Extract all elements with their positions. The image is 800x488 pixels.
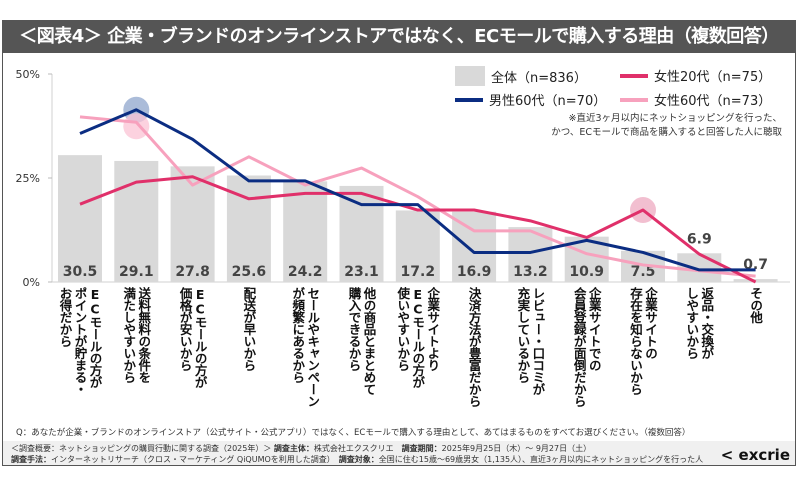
method-label: 調査手法： [11,455,51,464]
category-label: 企業サイトでの 会員登録が面倒だから [571,287,602,407]
period: 2025年9月25日（木）～ 9月27日（土） [441,444,592,453]
bar-value-label: 13.2 [513,264,548,280]
category-label: ECモールの方が ポイントが貯まる・ お得だから [57,287,103,395]
chart-plot: 0% 25% 50% 30.5 29.1 27.8 25.6 24.2 23.1 17.2 16.9… [16,68,790,289]
legend-swatch-bar [455,66,485,86]
survey-overview: ＜調査概要：ネットショッピングの購買行動に関する調査（2025年）＞ 調査主体：… [3,441,795,465]
category-label: ECモールの方が 価格が安いから [177,287,208,388]
category-label: セールやキャンペーン が頻繁にあるから [290,287,321,407]
category-label: 企業サイトより ECモールの方が 使いやすいから [395,287,441,388]
overview-label: ＜調査概要：ネットショッピングの購買行動に関する調査（2025年）＞ [11,444,272,453]
question-text: Q：あなたが企業・ブランドのオンラインストア（公式サイト・公式アプリ）ではなく、… [16,428,691,438]
series-line [79,175,757,284]
y-tick-label: 50% [16,68,40,81]
highlight-marker [123,113,150,140]
bar-value-label: 6.9 [687,231,712,247]
bar-value-label: 10.9 [569,264,604,280]
bar-value-label: 16.9 [457,264,492,280]
bar-value-label: 23.1 [344,264,379,280]
excrie-logo: < excrie [720,446,790,464]
category-label: その他 [748,287,764,323]
bar-value-label: 27.8 [175,264,210,280]
bar [395,210,440,282]
category-label: レビュー・口コミが 充実しているから [515,287,546,395]
legend-item-total: 全体（n=836） [455,66,587,86]
bar [677,253,722,282]
chart-title: ＜図表4＞ 企業・ブランドのオンラインストアではなく、ECモールで購入する理由（… [2,20,796,53]
legend-swatch-line [455,97,483,102]
category-label: 送料無料の条件を 満たしやすいから [121,287,152,383]
bar [283,181,328,282]
category-label: 企業サイトの 存在を知らないから [628,287,658,395]
sponsor: 株式会社エクスクリエ [313,444,394,453]
category-label: 返品・交換が しやすいから [684,287,715,359]
legend-item-female20: 女性20代（n=75） [620,66,771,85]
category-label: 決済方法が豊富だから [466,287,482,407]
series-line [79,115,756,278]
method: インターネットリサーチ（クロス・マーケティング QiQUMOを利用した調査） [51,455,331,464]
series-line [79,108,756,272]
sponsor-label: 調査主体： [273,444,314,453]
legend-item-female60: 女性60代（n=73） [620,90,771,109]
y-tick-label: 25% [16,172,40,185]
logo-mark-icon: < [720,446,734,464]
bar-value-label: 25.6 [232,264,267,280]
bar-value-label: 7.5 [631,264,656,280]
category-label: 配送が早いから [241,287,257,371]
category-label: 他の商品とまとめて 購入できるから [346,287,377,395]
bar [58,155,102,282]
bar-value-label: 30.5 [63,264,98,280]
period-label: 調査期間： [401,444,442,453]
bar-value-label: 24.2 [288,264,323,280]
target-label: 調査対象： [338,455,379,464]
respondent-note: ※直近3ヶ月以内にネットショッピングを行った、 かつ、ECモールで商品を購入する… [551,113,782,138]
y-tick-label: 0% [23,276,40,289]
bar [339,185,384,282]
legend-swatch-line [620,97,648,102]
legend-item-male60: 男性60代（n=70） [455,90,606,109]
bar-value-label: 17.2 [401,264,436,280]
target: 全国に住む15歳～69歳男女（1,135人）、直近3ヶ月以内にネットショッピング… [378,455,704,464]
legend-swatch-line [620,73,648,78]
bar-value-label: 29.1 [119,264,154,280]
